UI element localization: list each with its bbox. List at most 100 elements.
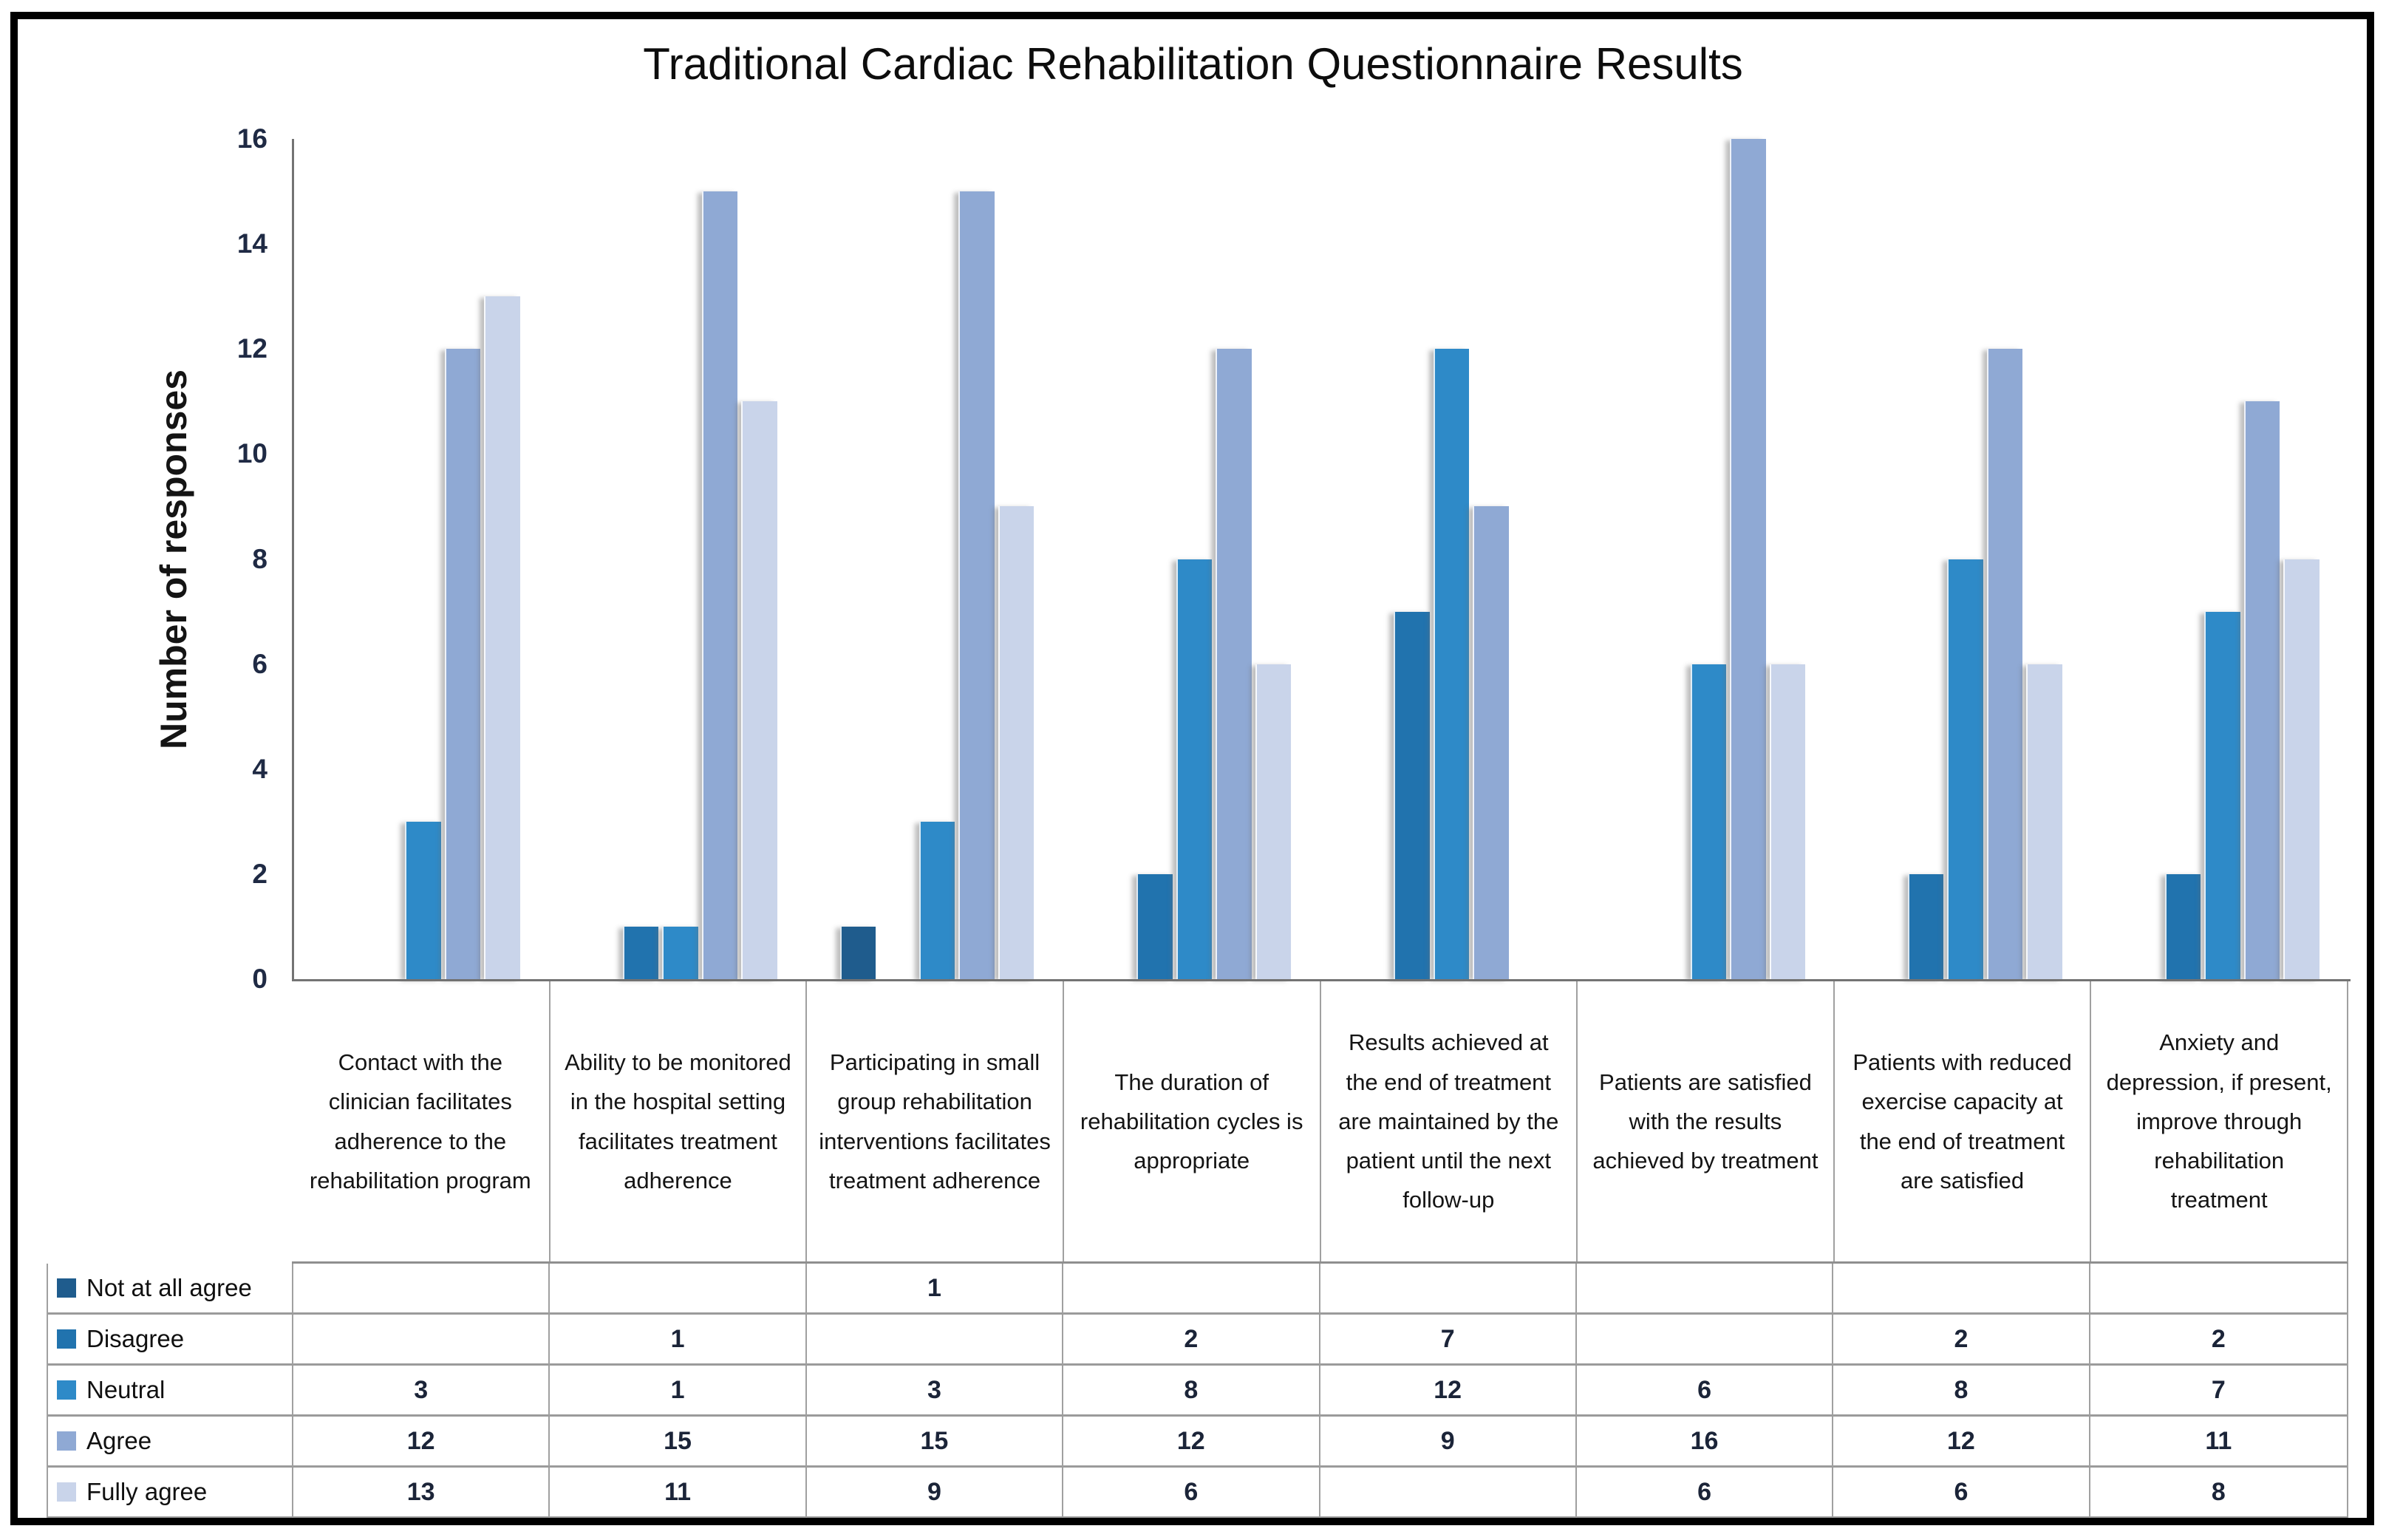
bar-fully-agree bbox=[1255, 664, 1292, 979]
bar-neutral bbox=[1690, 664, 1727, 979]
table-cell: 12 bbox=[1833, 1417, 2090, 1468]
chart-title: Traditional Cardiac Rehabilitation Quest… bbox=[643, 39, 1743, 89]
table-cell: 6 bbox=[1576, 1468, 1834, 1519]
table-cell: 8 bbox=[1833, 1366, 2090, 1417]
table-cell bbox=[1320, 1264, 1577, 1315]
legend-row-fully-agree: Fully agree bbox=[48, 1468, 293, 1519]
bar-agree bbox=[958, 191, 995, 979]
table-cell bbox=[806, 1315, 1064, 1366]
table-cell bbox=[1576, 1264, 1834, 1315]
y-tick-label: 12 bbox=[236, 333, 267, 364]
bar-fully-agree bbox=[1769, 664, 1806, 979]
table-cell: 2 bbox=[2090, 1315, 2347, 1366]
y-tick-label: 2 bbox=[252, 858, 267, 889]
legend-label: Not at all agree bbox=[86, 1274, 252, 1301]
y-tick-label: 6 bbox=[252, 648, 267, 679]
table-cell: 15 bbox=[806, 1417, 1064, 1468]
legend-row-neutral: Neutral bbox=[48, 1366, 293, 1417]
table-cell: 12 bbox=[1063, 1417, 1320, 1468]
category-label: Results achieved at the end of treatment… bbox=[1319, 981, 1577, 1261]
legend-label: Agree bbox=[86, 1427, 152, 1454]
table-cell: 6 bbox=[1063, 1468, 1320, 1519]
bar-fully-agree bbox=[484, 296, 520, 979]
bar-neutral bbox=[1947, 559, 1983, 979]
bar-agree bbox=[444, 349, 481, 979]
table-cell: 12 bbox=[293, 1417, 551, 1468]
bar-neutral bbox=[2204, 611, 2240, 979]
legend-swatch-disagree bbox=[57, 1329, 76, 1349]
category-label-text: Contact with the clinician facilitates a… bbox=[309, 1049, 531, 1193]
category-label-text: Participating in small group rehabilitat… bbox=[819, 1049, 1051, 1193]
table-cell: 1 bbox=[806, 1264, 1064, 1315]
category-label-text: Patients with reduced exercise capacity … bbox=[1852, 1049, 2072, 1193]
table-cell bbox=[1320, 1468, 1577, 1519]
category-label-text: The duration of rehabilitation cycles is… bbox=[1080, 1069, 1303, 1174]
legend-swatch-fully-agree bbox=[57, 1482, 76, 1502]
category-header-row: Contact with the clinician facilitates a… bbox=[292, 981, 2348, 1264]
table-cell: 1 bbox=[550, 1366, 807, 1417]
bar-agree bbox=[1216, 349, 1252, 979]
category-label: Patients with reduced exercise capacity … bbox=[1833, 981, 2090, 1261]
table-cell: 13 bbox=[293, 1468, 551, 1519]
legend-swatch-neutral bbox=[57, 1380, 76, 1400]
table-cell: 2 bbox=[1833, 1315, 2090, 1366]
bar-disagree bbox=[622, 926, 659, 979]
category-label-text: Ability to be monitored in the hospital … bbox=[565, 1049, 791, 1193]
category-label: Participating in small group rehabilitat… bbox=[805, 981, 1063, 1261]
table-cell: 9 bbox=[806, 1468, 1064, 1519]
legend-swatch-agree bbox=[57, 1431, 76, 1451]
category-label-text: Patients are satisfied with the results … bbox=[1592, 1069, 1819, 1174]
bar-neutral bbox=[662, 926, 698, 979]
table-cell bbox=[2090, 1264, 2347, 1315]
bar-neutral bbox=[405, 821, 441, 979]
bar-disagree bbox=[1136, 873, 1173, 979]
table-cell bbox=[293, 1315, 551, 1366]
category-label-text: Results achieved at the end of treatment… bbox=[1338, 1029, 1559, 1213]
category-label: Contact with the clinician facilitates a… bbox=[292, 981, 549, 1261]
bar-disagree bbox=[1907, 873, 1944, 979]
table-cell: 16 bbox=[1576, 1417, 1834, 1468]
bar-disagree bbox=[2164, 873, 2201, 979]
table-cell: 1 bbox=[550, 1315, 807, 1366]
table-cell: 3 bbox=[293, 1366, 551, 1417]
y-tick-label: 10 bbox=[236, 438, 267, 469]
table-cell: 7 bbox=[1320, 1315, 1577, 1366]
bar-agree bbox=[1986, 349, 2023, 979]
bar-agree bbox=[701, 191, 738, 979]
table-cell: 15 bbox=[550, 1417, 807, 1468]
table-cell bbox=[1063, 1264, 1320, 1315]
bar-fully-agree bbox=[741, 401, 777, 979]
table-cell: 9 bbox=[1320, 1417, 1577, 1468]
bar-neutral bbox=[1176, 559, 1213, 979]
table-cell: 6 bbox=[1833, 1468, 2090, 1519]
legend-row-not-at-all-agree: Not at all agree bbox=[48, 1264, 293, 1315]
legend-label: Disagree bbox=[86, 1325, 185, 1352]
table-cell: 8 bbox=[1063, 1366, 1320, 1417]
bar-neutral bbox=[1433, 349, 1470, 979]
table-cell bbox=[1833, 1264, 2090, 1315]
legend-label: Neutral bbox=[86, 1376, 166, 1403]
bar-disagree bbox=[1394, 611, 1430, 979]
table-cell: 12 bbox=[1320, 1366, 1577, 1417]
legend-table: Not at all agree 1 Disagree 1 2 7 2 2 Neutral 3 1 3… bbox=[47, 1264, 2348, 1521]
table-cell: 7 bbox=[2090, 1366, 2347, 1417]
legend-row-disagree: Disagree bbox=[48, 1315, 293, 1366]
bar-agree bbox=[1730, 139, 1766, 979]
table-cell: 6 bbox=[1576, 1366, 1834, 1417]
table-cell: 8 bbox=[2090, 1468, 2347, 1519]
category-label: Ability to be monitored in the hospital … bbox=[548, 981, 806, 1261]
table-cell bbox=[1576, 1315, 1834, 1366]
plot-area bbox=[292, 139, 2351, 981]
bar-fully-agree bbox=[2283, 559, 2319, 979]
table-cell: 2 bbox=[1063, 1315, 1320, 1366]
bar-fully-agree bbox=[2026, 664, 2062, 979]
legend-swatch-not-at-all-agree bbox=[57, 1278, 76, 1298]
y-tick-label: 4 bbox=[252, 753, 267, 784]
table-cell bbox=[293, 1264, 551, 1315]
y-tick-label: 0 bbox=[252, 964, 267, 994]
bar-agree bbox=[2243, 401, 2280, 979]
table-cell bbox=[550, 1264, 807, 1315]
bar-not-at-all-agree bbox=[839, 926, 876, 979]
y-tick-label: 14 bbox=[236, 228, 267, 259]
